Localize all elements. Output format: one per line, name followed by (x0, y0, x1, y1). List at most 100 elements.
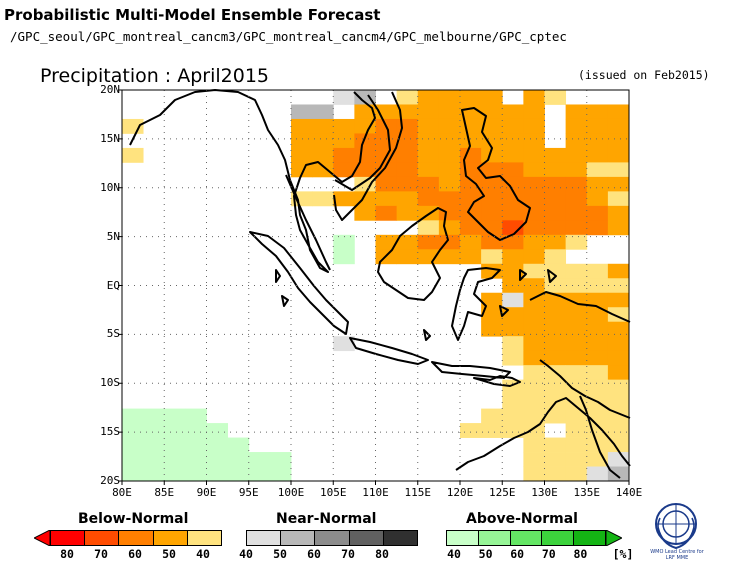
probability-cell (565, 466, 588, 482)
probability-cell (607, 118, 630, 134)
probability-cell (502, 350, 524, 366)
probability-cell (565, 205, 588, 221)
probability-cell (544, 249, 567, 265)
probability-cell (544, 176, 567, 192)
probability-cell (523, 437, 545, 453)
probability-cell (523, 350, 545, 366)
probability-cell (544, 379, 567, 395)
probability-cell (502, 133, 524, 149)
probability-cell (544, 220, 567, 236)
x-tick-label: 115E (404, 486, 432, 499)
y-tick-label: 5S (106, 327, 120, 341)
probability-cell (607, 437, 630, 453)
sulawesi (451, 267, 501, 341)
probability-cell (438, 191, 461, 207)
probability-cell (481, 176, 503, 192)
probability-cell (502, 423, 524, 438)
probability-cell (417, 191, 440, 207)
probability-cell (544, 408, 567, 424)
probability-cell (164, 466, 186, 482)
probability-cell (565, 234, 588, 250)
probability-cell (586, 292, 609, 308)
probability-cell (333, 147, 355, 163)
probability-cell (438, 220, 461, 236)
probability-cell (248, 452, 271, 467)
legend-swatch (51, 531, 86, 545)
probability-cell (607, 205, 630, 221)
probability-cell (396, 90, 419, 105)
probability-cell (544, 307, 567, 323)
sumatra (249, 231, 349, 335)
legend-swatch (478, 531, 511, 545)
probability-cell (481, 423, 503, 438)
probability-cell (544, 234, 567, 250)
probability-cell (586, 176, 609, 192)
probability-cell (417, 176, 440, 192)
probability-cell (460, 90, 482, 105)
probability-cell (502, 205, 524, 221)
probability-cell (396, 133, 419, 149)
probability-cell (438, 118, 461, 134)
probability-cell (396, 162, 419, 178)
probability-cell (185, 452, 207, 467)
probability-cell (607, 452, 630, 467)
probability-cell (607, 191, 630, 207)
probability-cell (438, 104, 461, 120)
x-tick-label: 140E (615, 486, 643, 499)
x-tick-label: 125E (489, 486, 516, 499)
y-tick-label: 5N (106, 229, 120, 243)
probability-cell (565, 191, 588, 207)
probability-cell (396, 147, 419, 163)
probability-cell (502, 249, 524, 265)
probability-cell (417, 133, 440, 149)
lesser-sunda (431, 361, 521, 387)
probability-cell (586, 379, 609, 395)
probability-cell (607, 263, 630, 279)
probability-cell (607, 336, 630, 352)
probability-cell (502, 336, 524, 352)
probability-cell (481, 90, 503, 105)
probability-cell (586, 350, 609, 366)
probability-cell (396, 176, 419, 192)
probability-cell (523, 452, 545, 467)
probability-cell (481, 321, 503, 337)
probability-cell (460, 118, 482, 134)
probability-cell (565, 437, 588, 453)
probability-cell (438, 205, 461, 221)
probability-cell (164, 437, 186, 453)
probability-cell (460, 133, 482, 149)
probability-cell (523, 162, 545, 178)
probability-cell (375, 191, 398, 207)
probability-cell (565, 263, 588, 279)
probability-cell (523, 321, 545, 337)
probability-cell (143, 437, 165, 453)
probability-cell (164, 423, 186, 438)
probability-cell (312, 104, 334, 120)
probability-cell (586, 321, 609, 337)
indochina-coast (285, 94, 391, 271)
probability-cell (523, 249, 545, 265)
probability-cell (227, 437, 250, 453)
x-tick-label: 105E (320, 486, 347, 499)
legend-swatch (187, 531, 222, 545)
probability-cell (502, 220, 524, 236)
probability-cell (164, 408, 186, 424)
y-tick-label: 20S (100, 474, 120, 487)
probability-cell (291, 133, 313, 149)
probability-cell (502, 147, 524, 163)
probability-cell (586, 104, 609, 120)
probability-cell (502, 292, 524, 308)
probability-cell (565, 133, 588, 149)
probability-cell (523, 365, 545, 381)
probability-cell (333, 162, 355, 178)
probability-cell (607, 133, 630, 149)
probability-cell (164, 452, 186, 467)
probability-cell (607, 321, 630, 337)
probability-cell (185, 437, 207, 453)
probability-cell (291, 104, 313, 120)
legend-tick-label: 60 (307, 547, 321, 561)
probability-cell (523, 292, 545, 308)
x-tick-label: 135E (573, 486, 601, 499)
x-tick-label: 90E (196, 486, 217, 499)
probability-cell (396, 191, 419, 207)
